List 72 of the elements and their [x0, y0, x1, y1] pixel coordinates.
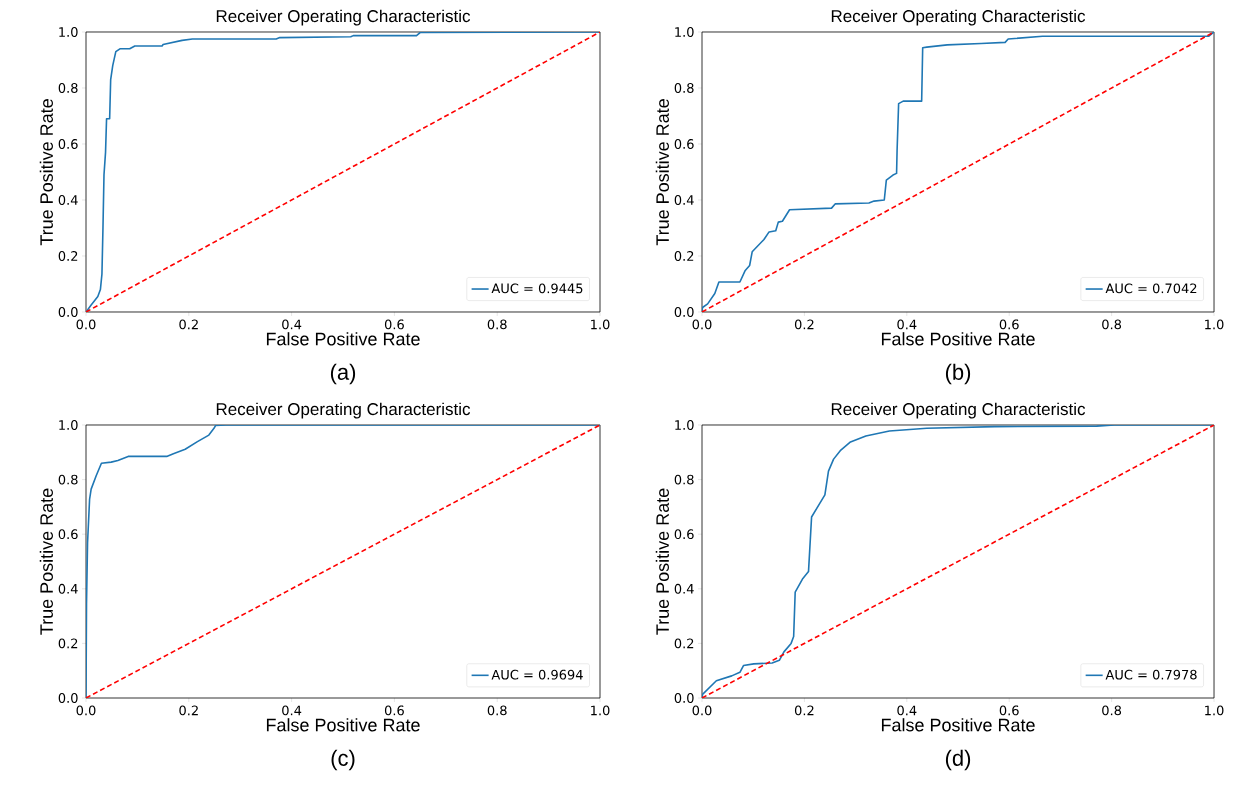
text: (b) [945, 363, 971, 385]
y-axis-title: True Positive Rate [39, 99, 53, 246]
x-axis-title: False Positive Rate [881, 718, 1035, 732]
y-tick-label: 0.8 [674, 83, 694, 93]
y-tick-label: 0.0 [674, 693, 694, 703]
chart-title: Receiver Operating Characteristic [831, 9, 1086, 26]
y-tick-label: 0.4 [674, 195, 694, 205]
y-axis-title: True Positive Rate [655, 99, 669, 246]
x-tick-label: 0.4 [897, 319, 917, 330]
y-tick-label: 1.0 [59, 27, 78, 37]
y-tick-label: 0.2 [58, 638, 78, 649]
y-tick-label: 0.0 [58, 307, 78, 317]
chart-title: Receiver Operating Characteristic [216, 9, 471, 26]
legend-label: AUC = 0.7042 [1105, 283, 1197, 294]
x-tick-label: 0.8 [1102, 705, 1122, 716]
y-tick-label: 0.4 [674, 583, 694, 594]
y-tick-label: 0.2 [58, 251, 78, 261]
y-tick-label: 0.2 [674, 638, 694, 649]
y-tick-label: 0.6 [58, 139, 78, 149]
y-tick-label: 0.0 [674, 307, 694, 317]
y-tick-label: 0.6 [674, 139, 694, 149]
x-tick-label: 0.6 [384, 319, 404, 330]
x-tick-label: 0.0 [76, 319, 96, 330]
x-tick-label: 0.2 [179, 705, 198, 716]
x-tick-label: 0.4 [897, 705, 917, 716]
y-axis-title: True Positive Rate [39, 488, 53, 635]
x-axis-title: False Positive Rate [881, 332, 1035, 346]
x-tick-label: 0.6 [384, 705, 404, 716]
y-tick-label: 0.4 [58, 583, 78, 594]
x-tick-label: 0.0 [692, 319, 712, 330]
chart-title: Receiver Operating Characteristic [216, 402, 471, 419]
text: (d) [945, 749, 971, 771]
line-series [86, 31, 601, 312]
x-tick-label: 0.8 [1102, 319, 1122, 330]
x-tick-label: 1.0 [591, 319, 610, 330]
x-tick-label: 0.4 [282, 705, 302, 716]
line-series [702, 31, 1215, 312]
x-tick-label: 1.0 [1205, 319, 1224, 330]
y-tick-label: 0.8 [674, 474, 694, 485]
chart-title: Receiver Operating Characteristic [831, 402, 1086, 419]
legend-label: AUC = 0.9694 [491, 669, 583, 680]
x-tick-label: 0.6 [999, 319, 1019, 330]
y-tick-label: 1.0 [59, 420, 78, 430]
x-tick-label: 0.4 [282, 319, 302, 330]
y-tick-label: 1.0 [675, 420, 694, 430]
x-tick-label: 0.2 [794, 319, 814, 330]
text: (c) [331, 749, 355, 771]
y-tick-label: 1.0 [675, 27, 694, 37]
x-tick-label: 0.6 [999, 705, 1019, 716]
x-tick-label: 1.0 [1205, 705, 1224, 716]
y-tick-label: 0.8 [58, 474, 78, 485]
x-axis-title: False Positive Rate [266, 332, 420, 346]
x-tick-label: 0.2 [179, 319, 198, 330]
text: (a) [330, 363, 356, 385]
legend-label: AUC = 0.9445 [491, 283, 583, 294]
x-tick-label: 0.0 [76, 705, 96, 716]
line-series [86, 425, 601, 698]
y-tick-label: 0.8 [58, 83, 78, 93]
x-tick-label: 0.8 [487, 319, 507, 330]
y-tick-label: 0.2 [674, 251, 694, 261]
x-tick-label: 0.8 [487, 705, 507, 716]
y-tick-label: 0.6 [58, 529, 78, 540]
y-tick-label: 0.4 [58, 195, 78, 205]
x-tick-label: 1.0 [591, 705, 610, 716]
x-axis-title: False Positive Rate [266, 718, 420, 732]
x-tick-label: 0.2 [794, 705, 814, 716]
x-tick-label: 0.0 [692, 705, 712, 716]
y-axis-title: True Positive Rate [655, 488, 669, 635]
y-tick-label: 0.6 [674, 529, 694, 540]
line-series [702, 425, 1215, 698]
legend-label: AUC = 0.7978 [1105, 669, 1197, 680]
y-tick-label: 0.0 [58, 693, 78, 703]
